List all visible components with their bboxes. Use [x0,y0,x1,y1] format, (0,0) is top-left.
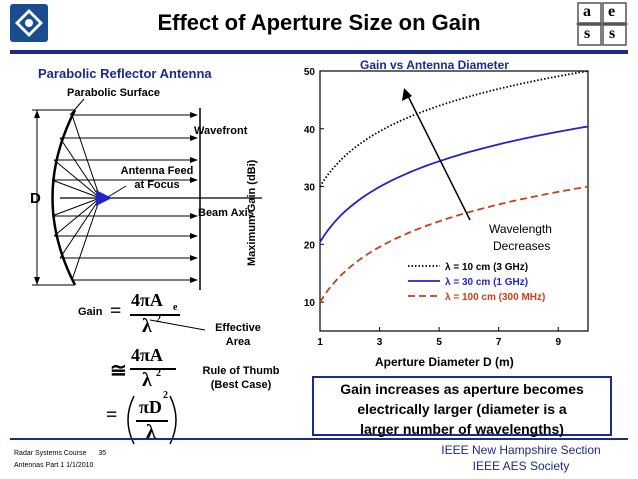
footer-course: Radar Systems Course 35 [14,450,106,457]
diagram-heading: Parabolic Reflector Antenna [38,66,212,81]
f2-den: λ [142,369,152,391]
beam-axis-label: Beam Axis [198,207,254,219]
footer-org-1: IEEE New Hampshire Section [441,443,601,457]
f1-sub: e [173,302,178,313]
diameter-label: D [30,190,41,207]
approx-sign: ≅ [110,360,127,382]
y-tick-label: 20 [304,240,316,251]
note-box: Gain increases as aperture becomes elect… [312,376,612,437]
f2-num: 4πA [131,345,163,365]
f1-den: λ [142,315,152,337]
ieee-logo-icon [10,4,48,42]
f3-exp: 2 [163,390,168,401]
footer-course-text: Radar Systems Course [14,450,87,457]
x-tick-label: 9 [555,337,561,348]
note-line-3: larger number of wavelengths) [360,421,564,437]
footer-org-2: IEEE AES Society [472,459,570,473]
feed-label-1: Antenna Feed [120,165,194,177]
wavefront-label: Wavefront [194,125,248,137]
f3-num: πD [139,397,162,417]
rule-line-1: Rule of Thumb [202,365,280,377]
note-line-1: Gain increases as aperture becomes [340,381,584,397]
logo-letter-a: a [583,3,591,20]
series-line-2 [319,185,589,303]
effective-area-1: Effective [215,322,261,334]
chart-xlabel: Aperture Diameter D (m) [375,355,514,369]
x-tick-label: 5 [436,337,442,348]
chart-title: Gain vs Antenna Diameter [360,58,509,72]
x-tick-label: 3 [377,337,383,348]
f1-bar [130,314,180,316]
surface-label: Parabolic Surface [67,87,160,99]
y-tick-label: 30 [304,183,316,194]
gain-label: Gain [78,306,103,318]
y-tick-label: 10 [304,298,316,309]
x-tick-label: 1 [317,337,323,348]
logo-letter-s1: s [584,25,591,42]
f1-den-exp: 2 [156,314,161,325]
slide-title: Effect of Aperture Size on Gain [157,10,481,35]
annotation-arrowhead [402,88,412,101]
plot-frame [319,70,589,332]
feed-label-2: at Focus [134,179,180,191]
f2-den-exp: 2 [156,368,161,379]
footer-divider [10,438,628,440]
series-line-1 [319,125,589,243]
logo-letter-s2: s [609,25,616,42]
f3-bar [136,420,168,422]
y-tick-label: 50 [304,67,316,78]
eq-1: = [110,300,122,322]
effective-area-2: Area [225,336,251,348]
f3-den: λ [146,421,156,443]
series-line-0 [319,70,589,188]
f1-num: 4πA [131,290,163,310]
footer-page: 35 [98,450,107,457]
annotation-arrow [407,95,471,221]
footer-subtitle: Antennas Part 1 1/1/2010 [14,462,94,469]
annotation-2: Decreases [493,239,551,253]
note-line-2: electrically larger (diameter is a [357,401,567,417]
rule-line-2: (Best Case) [210,379,272,391]
parabolic-surface [51,109,77,286]
antenna-feed-icon [96,190,112,206]
x-tick-label: 7 [496,337,502,348]
annotation-1: Wavelength [489,222,552,236]
title-divider [10,50,628,54]
aes-logo-icon [576,2,628,46]
y-tick-label: 40 [304,125,316,136]
logo-letter-e: e [608,3,616,20]
legend-label-0: λ = 10 cm (3 GHz) [445,262,528,273]
legend-label-1: λ = 30 cm (1 GHz) [445,277,528,288]
legend-label-2: λ = 100 cm (300 MHz) [445,292,545,303]
eq-3: = [106,404,118,426]
f2-bar [130,368,176,370]
